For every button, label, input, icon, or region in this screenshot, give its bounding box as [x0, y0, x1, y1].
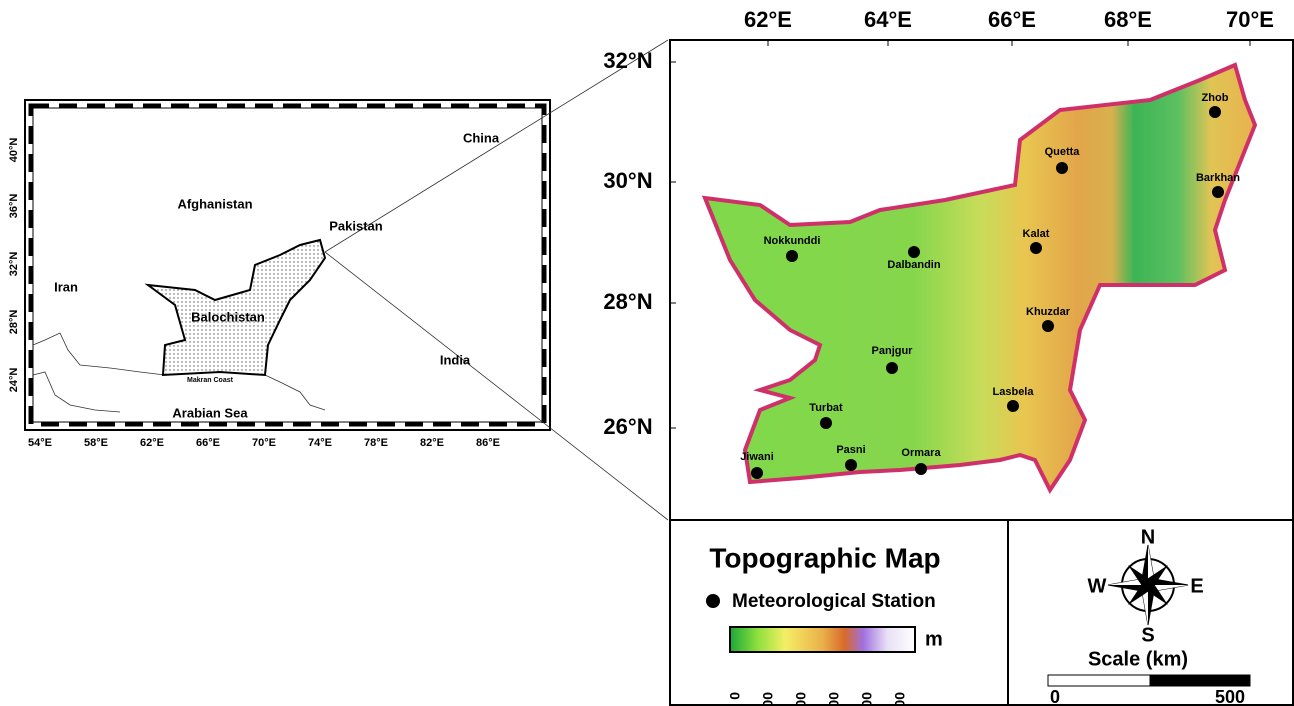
station-marker: [786, 250, 798, 262]
station-label: Nokkunddi: [764, 235, 821, 247]
legend: Topographic Map Meteorological Station m: [706, 542, 943, 652]
lon-label: 62°E: [744, 7, 792, 32]
station-label: Panjgur: [872, 345, 914, 357]
station-label: Ormara: [901, 447, 941, 459]
station-marker: [1042, 320, 1054, 332]
station-marker: [886, 362, 898, 374]
place-label: Iran: [54, 279, 78, 294]
colorbar-tick-label: 4000: [859, 692, 875, 706]
inset-lon-label: 58°E: [84, 437, 108, 449]
station-label: Kalat: [1023, 228, 1050, 240]
colorbar-tick-label: 2000: [793, 692, 809, 706]
scale-bar: [1150, 675, 1250, 686]
inset-lat-label: 32°N: [8, 252, 20, 277]
inset-lat-label: 40°N: [8, 138, 20, 163]
station-label: Jiwani: [740, 451, 774, 463]
lon-label: 70°E: [1226, 7, 1274, 32]
place-label: Makran Coast: [187, 377, 234, 384]
inset-lon-label: 70°E: [252, 437, 276, 449]
inset-lon-label: 86°E: [476, 437, 500, 449]
colorbar-tick-label: 5000: [892, 692, 908, 706]
colorbar-tick-label: 0: [727, 692, 743, 700]
station-label: Quetta: [1045, 146, 1081, 158]
compass-east: E: [1190, 575, 1203, 597]
station-marker: [915, 463, 927, 475]
station-label: Khuzdar: [1026, 306, 1071, 318]
scale-tick-label: 0: [1050, 687, 1060, 706]
inset-lon-label: 54°E: [28, 437, 52, 449]
place-label: Arabian Sea: [172, 405, 248, 420]
inset-lat-label: 28°N: [8, 310, 20, 335]
colorbar-unit: m: [925, 628, 943, 650]
map-figure: Topographic Map Meteorological Station m…: [0, 0, 1294, 706]
station-label: Barkhan: [1196, 172, 1240, 184]
station-marker: [1007, 400, 1019, 412]
station-label: Dalbandin: [887, 259, 940, 271]
legend-label: Meteorological Station: [732, 591, 936, 612]
colorbar-tick-label: 3000: [826, 692, 842, 706]
station-marker: [820, 417, 832, 429]
inset-lon-label: 74°E: [308, 437, 332, 449]
inset-lat-label: 24°N: [8, 368, 20, 393]
station-symbol: [706, 594, 720, 608]
lat-label: 28°N: [603, 289, 652, 314]
place-label: India: [440, 352, 471, 367]
inset-lat-label: 36°N: [8, 194, 20, 219]
place-label: Afghanistan: [177, 196, 252, 211]
place-label: Pakistan: [329, 218, 383, 233]
lon-label: 68°E: [1104, 7, 1152, 32]
station-marker: [751, 467, 763, 479]
lat-label: 26°N: [603, 414, 652, 439]
station-label: Turbat: [809, 402, 843, 414]
station-marker: [1056, 162, 1068, 174]
lat-label: 32°N: [603, 48, 652, 73]
station-marker: [1030, 242, 1042, 254]
compass-north: N: [1141, 526, 1155, 548]
station-marker: [845, 459, 857, 471]
scale-title: Scale (km): [1088, 648, 1188, 670]
place-label: China: [463, 130, 500, 145]
inset-map: [25, 40, 668, 520]
lon-label: 66°E: [988, 7, 1036, 32]
inset-lon-label: 82°E: [420, 437, 444, 449]
scale-bar: [1048, 675, 1150, 686]
compass-south: S: [1141, 624, 1154, 646]
legend-title: Topographic Map: [709, 542, 940, 573]
station-marker: [1209, 106, 1221, 118]
station-label: Lasbela: [993, 386, 1035, 398]
place-label: Balochistan: [191, 309, 265, 324]
station-label: Zhob: [1202, 92, 1229, 104]
inset-lon-label: 78°E: [364, 437, 388, 449]
lat-label: 30°N: [603, 168, 652, 193]
station-marker: [1212, 186, 1224, 198]
station-marker: [908, 246, 920, 258]
lon-label: 64°E: [864, 7, 912, 32]
colorbar: [730, 627, 915, 652]
station-label: Pasni: [836, 444, 865, 456]
inset-lon-label: 62°E: [140, 437, 164, 449]
scale-tick-label: 500: [1215, 687, 1245, 706]
inset-lon-label: 66°E: [196, 437, 220, 449]
compass-west: W: [1088, 575, 1107, 597]
colorbar-tick-label: 1000: [760, 692, 776, 706]
